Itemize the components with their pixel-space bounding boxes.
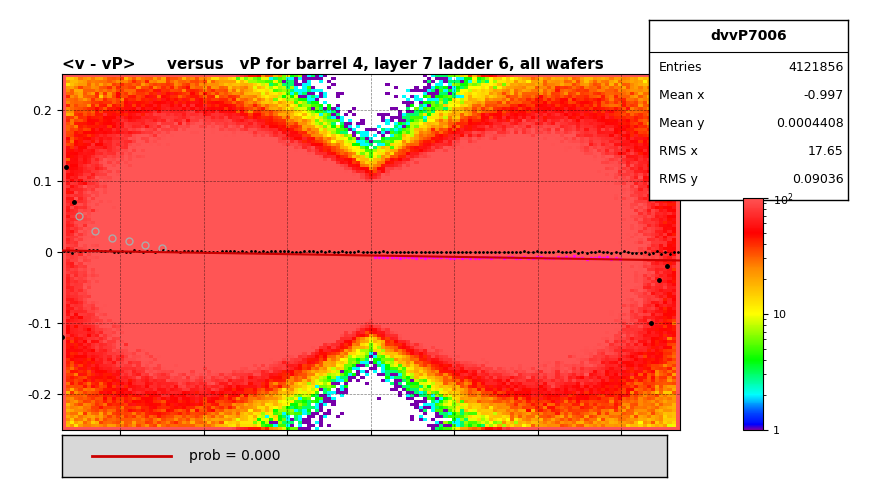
Text: 0.0004408: 0.0004408	[776, 117, 844, 130]
Text: RMS y: RMS y	[659, 173, 698, 186]
Text: <v - vP>      versus   vP for barrel 4, layer 7 ladder 6, all wafers: <v - vP> versus vP for barrel 4, layer 7…	[62, 56, 604, 72]
Text: -0.997: -0.997	[804, 89, 844, 102]
Text: 0.09036: 0.09036	[792, 173, 844, 186]
Text: 17.65: 17.65	[808, 145, 844, 158]
Text: RMS x: RMS x	[659, 145, 698, 158]
X-axis label: cuProductionMinBias_FullField.root: cuProductionMinBias_FullField.root	[251, 458, 491, 472]
Text: Mean x: Mean x	[659, 89, 705, 102]
Text: 4121856: 4121856	[789, 61, 844, 74]
Text: prob = 0.000: prob = 0.000	[189, 449, 280, 463]
Text: Entries: Entries	[659, 61, 703, 74]
Text: dvvP7006: dvvP7006	[710, 29, 787, 43]
Text: Mean y: Mean y	[659, 117, 705, 130]
